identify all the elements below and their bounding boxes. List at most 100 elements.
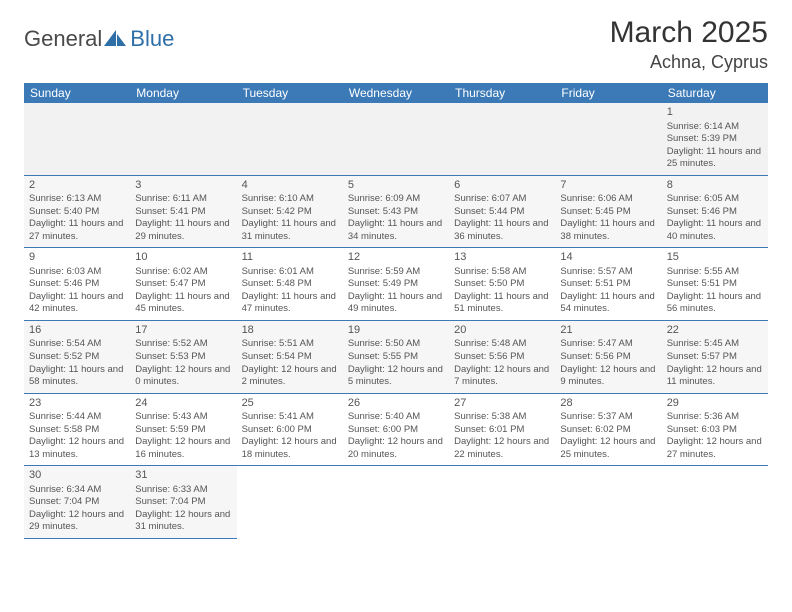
title-block: March 2025 Achna, Cyprus (610, 16, 768, 73)
sunset-line: Sunset: 5:45 PM (560, 206, 656, 219)
day-cell: 28Sunrise: 5:37 AMSunset: 6:02 PMDayligh… (555, 393, 661, 466)
day-number: 22 (667, 323, 763, 338)
daylight-line: Daylight: 12 hours and 18 minutes. (242, 436, 338, 461)
day-header: Tuesday (237, 83, 343, 103)
day-cell: 18Sunrise: 5:51 AMSunset: 5:54 PMDayligh… (237, 320, 343, 393)
blank-cell (343, 466, 449, 539)
sunrise-line: Sunrise: 5:41 AM (242, 411, 338, 424)
day-header: Wednesday (343, 83, 449, 103)
sunset-line: Sunset: 5:39 PM (667, 133, 763, 146)
sunset-line: Sunset: 5:52 PM (29, 351, 125, 364)
blank-cell (449, 103, 555, 175)
daylight-line: Daylight: 11 hours and 45 minutes. (135, 291, 231, 316)
day-cell: 19Sunrise: 5:50 AMSunset: 5:55 PMDayligh… (343, 320, 449, 393)
sunrise-line: Sunrise: 6:09 AM (348, 193, 444, 206)
daylight-line: Daylight: 11 hours and 54 minutes. (560, 291, 656, 316)
day-number: 23 (29, 396, 125, 411)
sunset-line: Sunset: 5:54 PM (242, 351, 338, 364)
day-cell: 9Sunrise: 6:03 AMSunset: 5:46 PMDaylight… (24, 248, 130, 321)
day-number: 8 (667, 178, 763, 193)
day-number: 26 (348, 396, 444, 411)
sunset-line: Sunset: 6:00 PM (348, 424, 444, 437)
sunset-line: Sunset: 5:56 PM (454, 351, 550, 364)
day-number: 28 (560, 396, 656, 411)
day-number: 21 (560, 323, 656, 338)
sunset-line: Sunset: 5:47 PM (135, 278, 231, 291)
day-number: 20 (454, 323, 550, 338)
day-cell: 24Sunrise: 5:43 AMSunset: 5:59 PMDayligh… (130, 393, 236, 466)
sunrise-line: Sunrise: 5:51 AM (242, 338, 338, 351)
day-cell: 25Sunrise: 5:41 AMSunset: 6:00 PMDayligh… (237, 393, 343, 466)
day-cell: 1Sunrise: 6:14 AMSunset: 5:39 PMDaylight… (662, 103, 768, 175)
day-number: 4 (242, 178, 338, 193)
daylight-line: Daylight: 11 hours and 42 minutes. (29, 291, 125, 316)
day-number: 19 (348, 323, 444, 338)
day-header: Friday (555, 83, 661, 103)
blank-cell (449, 466, 555, 539)
sunrise-line: Sunrise: 5:38 AM (454, 411, 550, 424)
sunrise-line: Sunrise: 6:10 AM (242, 193, 338, 206)
daylight-line: Daylight: 12 hours and 2 minutes. (242, 364, 338, 389)
blank-cell (237, 466, 343, 539)
sunset-line: Sunset: 6:00 PM (242, 424, 338, 437)
day-number: 16 (29, 323, 125, 338)
day-number: 11 (242, 250, 338, 265)
sunset-line: Sunset: 5:59 PM (135, 424, 231, 437)
day-header: Saturday (662, 83, 768, 103)
daylight-line: Daylight: 12 hours and 0 minutes. (135, 364, 231, 389)
sunrise-line: Sunrise: 6:33 AM (135, 484, 231, 497)
daylight-line: Daylight: 11 hours and 34 minutes. (348, 218, 444, 243)
day-cell: 22Sunrise: 5:45 AMSunset: 5:57 PMDayligh… (662, 320, 768, 393)
day-number: 1 (667, 105, 763, 120)
daylight-line: Daylight: 11 hours and 31 minutes. (242, 218, 338, 243)
sunrise-line: Sunrise: 5:59 AM (348, 266, 444, 279)
day-number: 9 (29, 250, 125, 265)
sunset-line: Sunset: 7:04 PM (135, 496, 231, 509)
sunrise-line: Sunrise: 6:14 AM (667, 121, 763, 134)
daylight-line: Daylight: 12 hours and 11 minutes. (667, 364, 763, 389)
day-cell: 27Sunrise: 5:38 AMSunset: 6:01 PMDayligh… (449, 393, 555, 466)
week-row: 16Sunrise: 5:54 AMSunset: 5:52 PM Dayligh… (24, 320, 768, 393)
sunrise-line: Sunrise: 5:54 AM (29, 338, 125, 351)
sunset-line: Sunset: 5:48 PM (242, 278, 338, 291)
day-cell: 8Sunrise: 6:05 AMSunset: 5:46 PMDaylight… (662, 175, 768, 248)
sunrise-line: Sunrise: 6:02 AM (135, 266, 231, 279)
day-cell: 3Sunrise: 6:11 AMSunset: 5:41 PMDaylight… (130, 175, 236, 248)
sunrise-line: Sunrise: 6:34 AM (29, 484, 125, 497)
sunset-line: Sunset: 5:53 PM (135, 351, 231, 364)
day-header: Thursday (449, 83, 555, 103)
sunrise-line: Sunrise: 5:44 AM (29, 411, 125, 424)
location: Achna, Cyprus (610, 52, 768, 73)
sunset-line: Sunset: 5:46 PM (29, 278, 125, 291)
day-number: 12 (348, 250, 444, 265)
day-cell: 5Sunrise: 6:09 AMSunset: 5:43 PMDaylight… (343, 175, 449, 248)
day-number: 2 (29, 178, 125, 193)
week-row: 2Sunrise: 6:13 AMSunset: 5:40 PMDaylight… (24, 175, 768, 248)
blank-cell (130, 103, 236, 175)
page-title: March 2025 (610, 16, 768, 50)
day-number: 27 (454, 396, 550, 411)
day-cell: 7Sunrise: 6:06 AMSunset: 5:45 PMDaylight… (555, 175, 661, 248)
day-header: Sunday (24, 83, 130, 103)
sunrise-line: Sunrise: 6:07 AM (454, 193, 550, 206)
daylight-line: Daylight: 11 hours and 27 minutes. (29, 218, 125, 243)
day-cell: 21Sunrise: 5:47 AMSunset: 5:56 PMDayligh… (555, 320, 661, 393)
daylight-line: Daylight: 11 hours and 36 minutes. (454, 218, 550, 243)
sunset-line: Sunset: 5:55 PM (348, 351, 444, 364)
calendar-table: SundayMondayTuesdayWednesdayThursdayFrid… (24, 83, 768, 539)
daylight-line: Daylight: 12 hours and 22 minutes. (454, 436, 550, 461)
day-number: 6 (454, 178, 550, 193)
day-cell: 30Sunrise: 6:34 AMSunset: 7:04 PMDayligh… (24, 466, 130, 539)
day-number: 13 (454, 250, 550, 265)
blank-cell (237, 103, 343, 175)
day-header: Monday (130, 83, 236, 103)
day-cell: 16Sunrise: 5:54 AMSunset: 5:52 PMDayligh… (24, 320, 130, 393)
daylight-line: Daylight: 11 hours and 40 minutes. (667, 218, 763, 243)
sunrise-line: Sunrise: 6:06 AM (560, 193, 656, 206)
sunrise-line: Sunrise: 5:50 AM (348, 338, 444, 351)
sunset-line: Sunset: 6:02 PM (560, 424, 656, 437)
week-row: 30Sunrise: 6:34 AMSunset: 7:04 PMDayligh… (24, 466, 768, 539)
blank-cell (662, 466, 768, 539)
day-cell: 13Sunrise: 5:58 AMSunset: 5:50 PMDayligh… (449, 248, 555, 321)
sunset-line: Sunset: 5:41 PM (135, 206, 231, 219)
